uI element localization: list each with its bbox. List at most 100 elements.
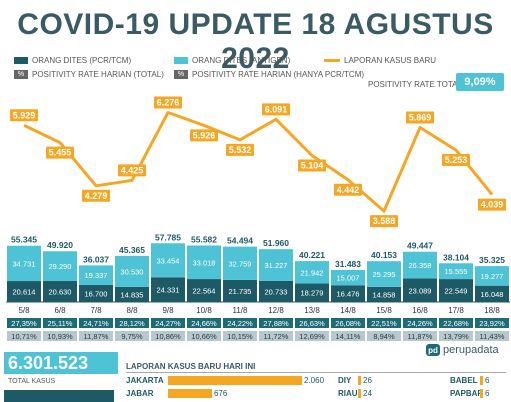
positivity-total-value: 9,09%: [456, 73, 504, 91]
bar-pcr-label: 16.476: [337, 290, 360, 299]
bar-antigen: [223, 246, 257, 280]
bar-total-label: 49.447: [407, 241, 433, 251]
kasus-label: 4.039: [481, 200, 504, 210]
pos-pcr-cell: [43, 318, 77, 328]
legend-kasus-line: [324, 59, 340, 62]
pos-pcr-label: 24,26%: [407, 319, 433, 328]
x-tick-label: 13/8: [304, 306, 320, 315]
bar-total-label: 45.365: [119, 245, 145, 255]
bar-pcr: [43, 281, 77, 302]
bar-pcr-label: 24.331: [157, 286, 180, 295]
x-tick-label: 5/8: [18, 306, 30, 315]
kasus-label: 5.929: [13, 110, 36, 120]
pos-total-cell: [187, 331, 221, 341]
legend-pos-pcr: % POSITIVITY RATE HARIAN (HANYA PCR/TCM): [174, 70, 364, 79]
bar-total-label: 35.325: [479, 255, 505, 265]
laporan-value: 2.060: [304, 376, 325, 385]
brand-logo: pd perupadata: [426, 344, 499, 356]
bar-pcr-label: 16.700: [85, 290, 108, 299]
percent-icon: %: [174, 70, 188, 79]
pos-total-label: 11,87%: [408, 332, 433, 341]
pos-total-cell: [115, 331, 149, 341]
kasus-line: [23, 111, 494, 213]
kasus-label: 5.253: [445, 155, 468, 165]
pos-pcr-label: 28,12%: [119, 319, 145, 328]
kasus-label-box: [190, 129, 218, 142]
pos-total-cell: [223, 331, 257, 341]
brand-name: perupadata: [443, 344, 499, 356]
bar-antigen: [295, 261, 329, 284]
bar-antigen: [79, 265, 113, 286]
kasus-label-box: [370, 215, 398, 228]
legend: ORANG DITES (PCR/TCM) ORANG DITES (ANTIG…: [8, 56, 508, 92]
bar-pcr-label: 23.089: [409, 286, 432, 295]
pos-pcr-cell: [223, 318, 257, 328]
bar-antigen-label: 19.337: [85, 271, 108, 280]
pos-total-label: 10,66%: [191, 332, 217, 341]
x-tick-label: 14/8: [340, 306, 356, 315]
bar-pcr-label: 22.564: [193, 287, 216, 296]
legend-pcr-swatch: [14, 57, 28, 64]
kasus-label-box: [334, 183, 362, 196]
laporan-prov-label: JABAR: [126, 389, 154, 398]
pos-total-label: 12,69%: [299, 332, 325, 341]
kasus-label: 4.425: [121, 165, 144, 175]
pos-pcr-label: 24,27%: [155, 319, 181, 328]
legend-pos-pcr-label: POSITIVITY RATE HARIAN (HANYA PCR/TCM): [192, 70, 365, 79]
page-title: COVID-19 UPDATE 18 AGUSTUS 2022: [17, 8, 494, 75]
pos-pcr-cell: [151, 318, 185, 328]
pos-total-cell: [259, 331, 293, 341]
kasus-label: 5.104: [301, 161, 324, 171]
bar-antigen-label: 32.759: [229, 259, 252, 268]
bar-pcr: [223, 279, 257, 302]
pos-pcr-cell: [7, 318, 41, 328]
laporan-value: 24: [363, 389, 372, 398]
bar-antigen-label: 34.731: [13, 259, 36, 268]
bar-antigen: [331, 269, 365, 286]
kasus-label: 6.276: [157, 98, 180, 108]
x-tick-label: 10/8: [196, 306, 212, 315]
pos-total-cell: [331, 331, 365, 341]
bar-pcr-label: 20.614: [13, 288, 36, 297]
pos-pcr-label: 23,92%: [479, 319, 505, 328]
laporan-prov-label: PAPBAR: [450, 389, 484, 398]
bar-antigen: [475, 266, 509, 286]
kasus-label: 4.442: [337, 185, 360, 195]
pos-pcr-label: 26,63%: [299, 319, 325, 328]
x-tick-label: 12/8: [268, 306, 284, 315]
bar-antigen-label: 33.454: [157, 256, 180, 265]
laporan-bar: [168, 376, 302, 385]
total-kasus-label: TOTAL KASUS: [8, 378, 56, 385]
bar-total-label: 36.037: [83, 254, 109, 264]
bar-total-label: 57.785: [155, 232, 181, 242]
bar-pcr: [151, 277, 185, 302]
bar-antigen-label: 21.942: [301, 268, 324, 277]
kasus-label-box: [478, 198, 506, 211]
pos-total-label: 8,94%: [373, 332, 395, 341]
laporan-bar: [358, 376, 361, 385]
pos-total-cell: [439, 331, 473, 341]
bar-pcr: [259, 280, 293, 302]
pos-total-label: 10,86%: [155, 332, 181, 341]
bar-total-label: 55.582: [191, 234, 217, 244]
bar-pcr: [295, 283, 329, 302]
laporan-value: 676: [213, 389, 228, 398]
bar-antigen-label: 33.018: [193, 258, 216, 267]
kasus-label-box: [82, 189, 110, 202]
bar-pcr: [475, 285, 509, 302]
kasus-label-box: [10, 109, 38, 122]
pos-total-cell: [7, 331, 41, 341]
bar-antigen-label: 26.358: [409, 261, 432, 270]
bar-antigen-label: 15.007: [337, 274, 360, 283]
laporan-bar: [480, 376, 483, 385]
total-kasus-value: 6.301.523: [4, 352, 118, 374]
legend-kasus-label: LAPORAN KASUS BARU: [344, 56, 437, 65]
pos-pcr-label: 26,08%: [335, 319, 361, 328]
legend-antigen-label: ORANG DITES (ANTIGEN): [192, 56, 291, 65]
bar-antigen-label: 19.277: [481, 272, 504, 281]
bar-total-label: 54.494: [227, 236, 253, 246]
kasus-label: 5.455: [49, 148, 72, 158]
bar-total-label: 38.104: [443, 252, 469, 262]
pos-pcr-cell: [79, 318, 113, 328]
legend-pcr: ORANG DITES (PCR/TCM): [14, 56, 131, 65]
